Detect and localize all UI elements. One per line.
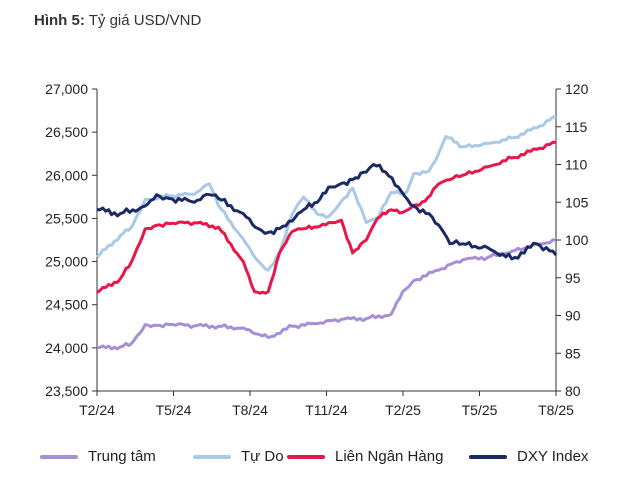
chart-axes <box>92 88 561 396</box>
y-left-tick-label: 24,500 <box>45 297 88 313</box>
legend-item: DXY Index <box>469 448 588 465</box>
y-right-tick-label: 105 <box>565 194 589 210</box>
legend-swatch <box>287 454 325 459</box>
y-right-tick-label: 110 <box>565 157 588 173</box>
y-left-tick-label: 26,500 <box>45 124 88 140</box>
y-right-tick-label: 95 <box>565 270 581 286</box>
x-tick-label: T8/25 <box>538 402 574 418</box>
legend-swatch <box>193 454 231 459</box>
y-left-tick-label: 25,000 <box>45 254 88 270</box>
x-tick-label: T5/24 <box>156 402 192 418</box>
x-tick-label: T11/24 <box>305 402 348 418</box>
y-right-tick-label: 120 <box>565 81 589 97</box>
series-line-tự-do <box>95 115 557 272</box>
x-tick-label: T2/25 <box>385 402 421 418</box>
y-right-tick-label: 80 <box>565 383 581 399</box>
legend-item: Liên Ngân Hàng <box>287 448 443 465</box>
line-chart: 23,500 24,000 24,500 25,000 25,500 26,000 26,5… <box>45 81 588 418</box>
y-left-tick-label: 25,500 <box>45 210 88 226</box>
legend-label: Trung tâm <box>88 448 156 465</box>
legend-item: Tự Do <box>193 448 284 465</box>
legend-swatch <box>40 454 78 459</box>
legend-label: Tự Do <box>241 448 284 465</box>
y-right-tick-label: 90 <box>565 308 581 324</box>
legend-item: Trung tâm <box>40 448 156 465</box>
chart-legend: Trung tâm Tự Do Liên Ngân Hàng DXY Index <box>0 440 640 474</box>
y-left-tick-label: 26,000 <box>45 167 88 183</box>
legend-label: DXY Index <box>517 448 589 465</box>
y-left-tick-label: 24,000 <box>45 340 88 356</box>
legend-swatch <box>469 454 507 459</box>
series-line-dxy-index <box>96 163 558 261</box>
figure-title-text: Tỷ giá USD/VND <box>88 12 202 29</box>
x-tick-label: T8/24 <box>232 402 268 418</box>
y-right-tick-label: 100 <box>565 232 589 248</box>
figure-label: Hình 5: <box>34 12 85 29</box>
y-left-tick-label: 23,500 <box>45 383 88 399</box>
legend-label: Liên Ngân Hàng <box>335 448 444 465</box>
series-line-liên-ngân-hàng <box>96 140 557 295</box>
series-line-trung-tâm <box>96 238 557 351</box>
figure-title: Hình 5: Tỷ giá USD/VND <box>34 12 201 29</box>
chart-tick-labels: 23,500 24,000 24,500 25,000 25,500 26,000 26,5… <box>45 81 588 418</box>
x-tick-label: T5/25 <box>462 402 498 418</box>
y-right-tick-label: 85 <box>565 345 581 361</box>
chart-series <box>95 115 558 351</box>
x-tick-label: T2/24 <box>79 402 115 418</box>
y-right-tick-label: 115 <box>565 119 588 135</box>
y-left-tick-label: 27,000 <box>45 81 88 97</box>
